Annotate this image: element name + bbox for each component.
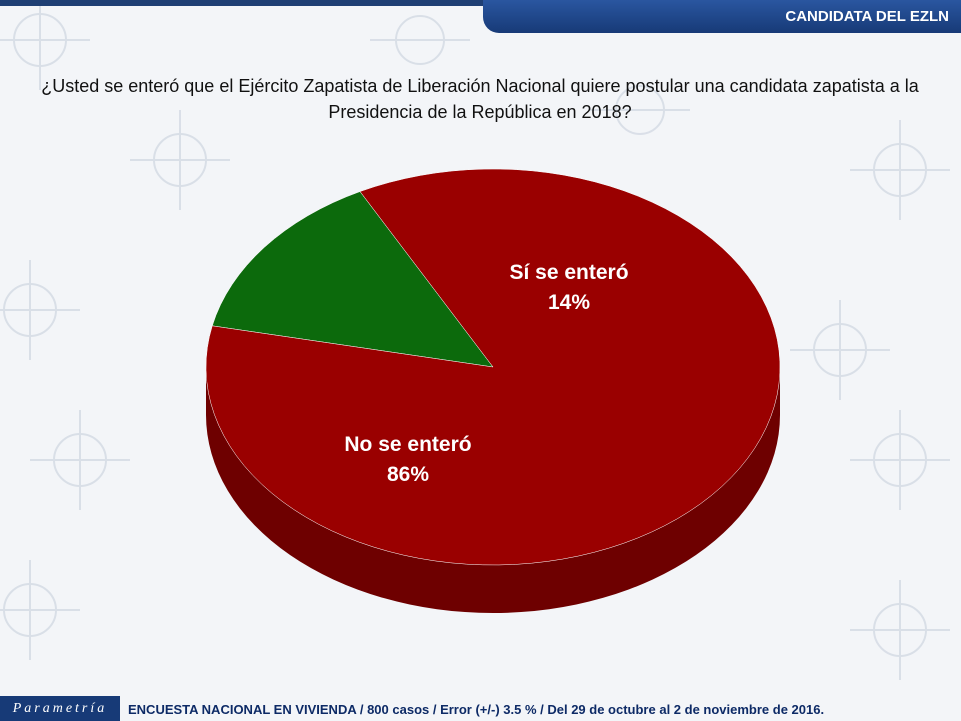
slice-value-si: 14%: [548, 291, 590, 314]
survey-question: ¿Usted se enteró que el Ejército Zapatis…: [41, 76, 919, 122]
footer-logo: Parametría: [0, 696, 120, 721]
top-bar: [0, 0, 961, 6]
pie-slice-si: [211, 191, 494, 368]
pie-side-wall: [206, 367, 780, 613]
slice-value-no: 86%: [387, 463, 429, 486]
header-title: CANDIDATA DEL EZLN: [483, 0, 961, 33]
slice-label-no: No se enteró: [344, 433, 471, 456]
pie-slice-no: [205, 168, 781, 566]
footer-note: ENCUESTA NACIONAL EN VIVIENDA / 800 caso…: [128, 702, 825, 717]
slice-label-si: Sí se enteró: [509, 261, 628, 284]
pie-top-group: [205, 168, 781, 566]
pie-side-group: [206, 367, 780, 613]
pie-labels-group: Sí se enteró 14% No se enteró 86%: [344, 261, 628, 486]
